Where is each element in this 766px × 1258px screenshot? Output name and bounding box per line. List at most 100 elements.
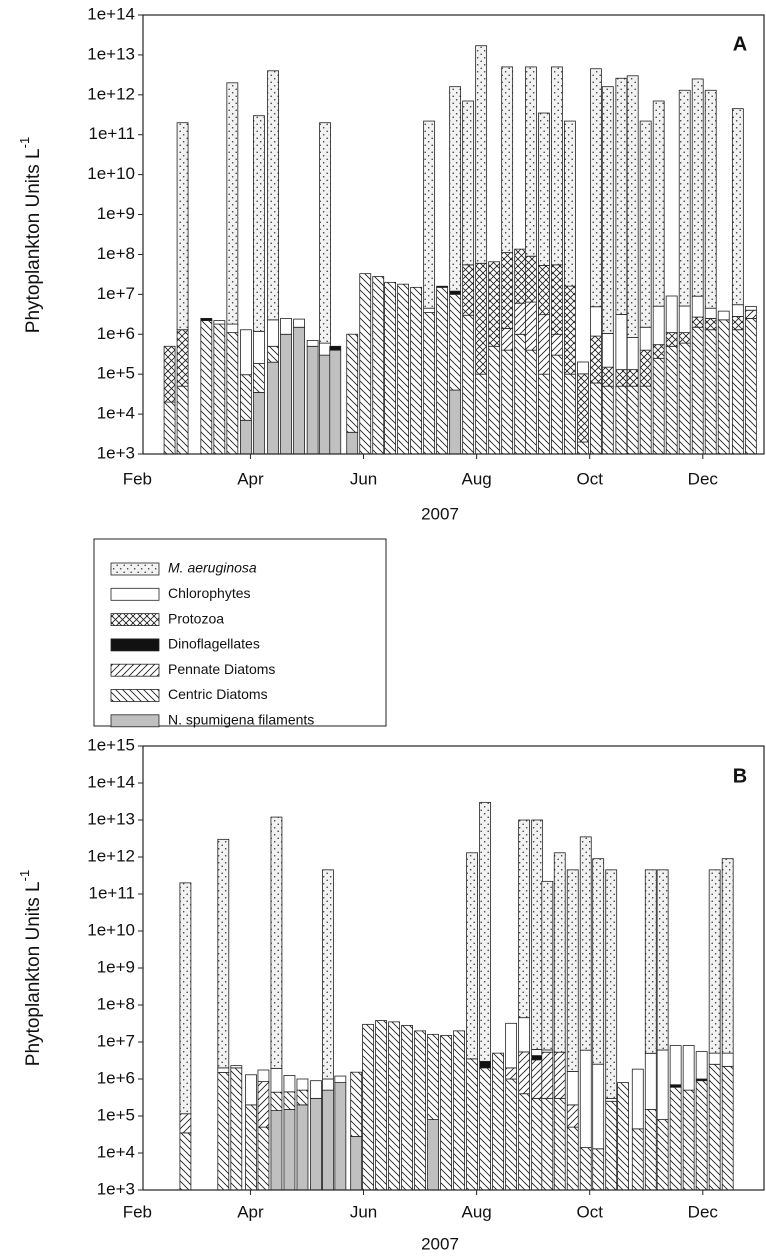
y-tick-label: 1e+14 <box>87 772 135 791</box>
bar-segment <box>652 305 665 346</box>
bar-segment <box>631 1128 644 1191</box>
bar-segment <box>553 852 566 1053</box>
bar-segment <box>592 858 605 1065</box>
bar-segment <box>388 1021 400 1191</box>
bar-segment <box>644 1052 657 1110</box>
legend-label: M. aeruginosa <box>168 560 257 576</box>
y-tick-label: 1e+7 <box>97 284 135 303</box>
x-axis-title: 2007 <box>421 504 459 523</box>
bar-segment <box>665 295 678 334</box>
bar-segment <box>179 1132 192 1191</box>
x-tick-label: Feb <box>123 1202 152 1221</box>
bar-segment <box>280 317 292 335</box>
legend-label: Chlorophytes <box>168 585 251 601</box>
bar-segment <box>551 264 563 335</box>
bar-segment <box>541 880 554 1051</box>
x-tick-label: Oct <box>576 469 603 488</box>
plot-frame <box>142 745 765 1191</box>
bar-segment <box>626 337 639 371</box>
bar-segment <box>631 1068 644 1130</box>
bar-segment <box>296 1104 309 1191</box>
bar-segment <box>656 1049 669 1120</box>
legend-label: Protozoa <box>168 610 224 626</box>
bar-segment <box>590 382 602 455</box>
bar-segment <box>605 1100 618 1191</box>
bar-segment <box>514 302 527 335</box>
bar-segment <box>453 1030 465 1191</box>
bar-segment <box>200 320 213 455</box>
y-tick-label: 1e+6 <box>97 324 135 343</box>
bar-segment <box>731 329 744 455</box>
bar-segment <box>163 345 176 403</box>
bar-segment <box>293 318 305 328</box>
bar-segment <box>525 255 537 303</box>
bar-segment <box>695 1080 708 1191</box>
bar-segment <box>708 1052 721 1065</box>
legend-label: Centric Diatoms <box>168 686 268 702</box>
bar-segment <box>639 349 652 387</box>
bar-segment <box>257 1126 270 1191</box>
bar-segment <box>525 349 537 455</box>
y-tick-label: 1e+7 <box>97 1031 135 1050</box>
bar-segment <box>744 317 757 455</box>
bar-segment <box>564 120 576 287</box>
bar-segment <box>615 77 628 315</box>
bar-segment <box>691 326 704 455</box>
y-tick-label: 1e+9 <box>97 957 135 976</box>
bar-segment <box>440 1035 452 1191</box>
bar-segment <box>319 342 331 356</box>
bar-segment <box>501 252 514 329</box>
y-tick-label: 1e+9 <box>97 204 135 223</box>
x-axis-title: 2007 <box>421 1234 459 1253</box>
bar-segment <box>731 316 744 331</box>
legend-label: N. spumigena filaments <box>168 712 314 728</box>
bar-segment <box>678 305 691 334</box>
y-tick-label: 1e+12 <box>87 846 135 865</box>
bar-segment <box>505 1078 518 1191</box>
bar-segment <box>538 265 550 316</box>
bar-segment <box>652 100 665 307</box>
y-axis-title-sup: -1 <box>17 137 32 149</box>
bar-segment <box>230 1065 243 1069</box>
y-axis-title-sup: -1 <box>17 870 32 882</box>
bar-segment <box>644 1109 657 1191</box>
bar-segment <box>253 330 265 364</box>
x-tick-label: Apr <box>237 1202 264 1221</box>
panel-label: A <box>733 33 747 55</box>
bar-segment <box>179 882 192 1115</box>
bar-segment <box>590 306 602 337</box>
bar-segment <box>665 345 678 455</box>
bar-segment <box>617 1082 629 1191</box>
bar-segment <box>626 385 639 455</box>
bar-segment <box>475 373 488 455</box>
bar-segment <box>553 1097 566 1191</box>
bar-segment <box>479 1060 492 1069</box>
bar-segment <box>704 329 717 455</box>
panel-label: B <box>733 765 747 787</box>
bar-segment <box>449 293 462 391</box>
bar-segment <box>717 310 730 321</box>
bar-segment <box>605 1097 618 1102</box>
bar-segment <box>479 801 492 1062</box>
bar-segment <box>267 361 279 455</box>
y-tick-label: 1e+6 <box>97 1068 135 1087</box>
bar-segment <box>518 1093 531 1191</box>
bar-segment <box>226 82 239 325</box>
bar-segment <box>669 1086 682 1191</box>
bar-segment <box>626 75 639 338</box>
bar-segment <box>492 1052 505 1191</box>
bar-segment <box>213 320 226 325</box>
bar-segment <box>362 1023 374 1191</box>
bar-segment <box>704 317 717 331</box>
bar-segment <box>270 1110 283 1191</box>
bar-segment <box>639 326 652 351</box>
bar-segment <box>226 323 239 334</box>
y-tick-label: 1e+3 <box>97 1179 135 1198</box>
bar-segment <box>475 262 488 375</box>
bar-segment <box>267 345 279 363</box>
bar-segment <box>245 1074 257 1106</box>
bar-segment <box>644 869 657 1054</box>
bar-segment <box>488 261 501 347</box>
bar-segment <box>479 1067 492 1191</box>
